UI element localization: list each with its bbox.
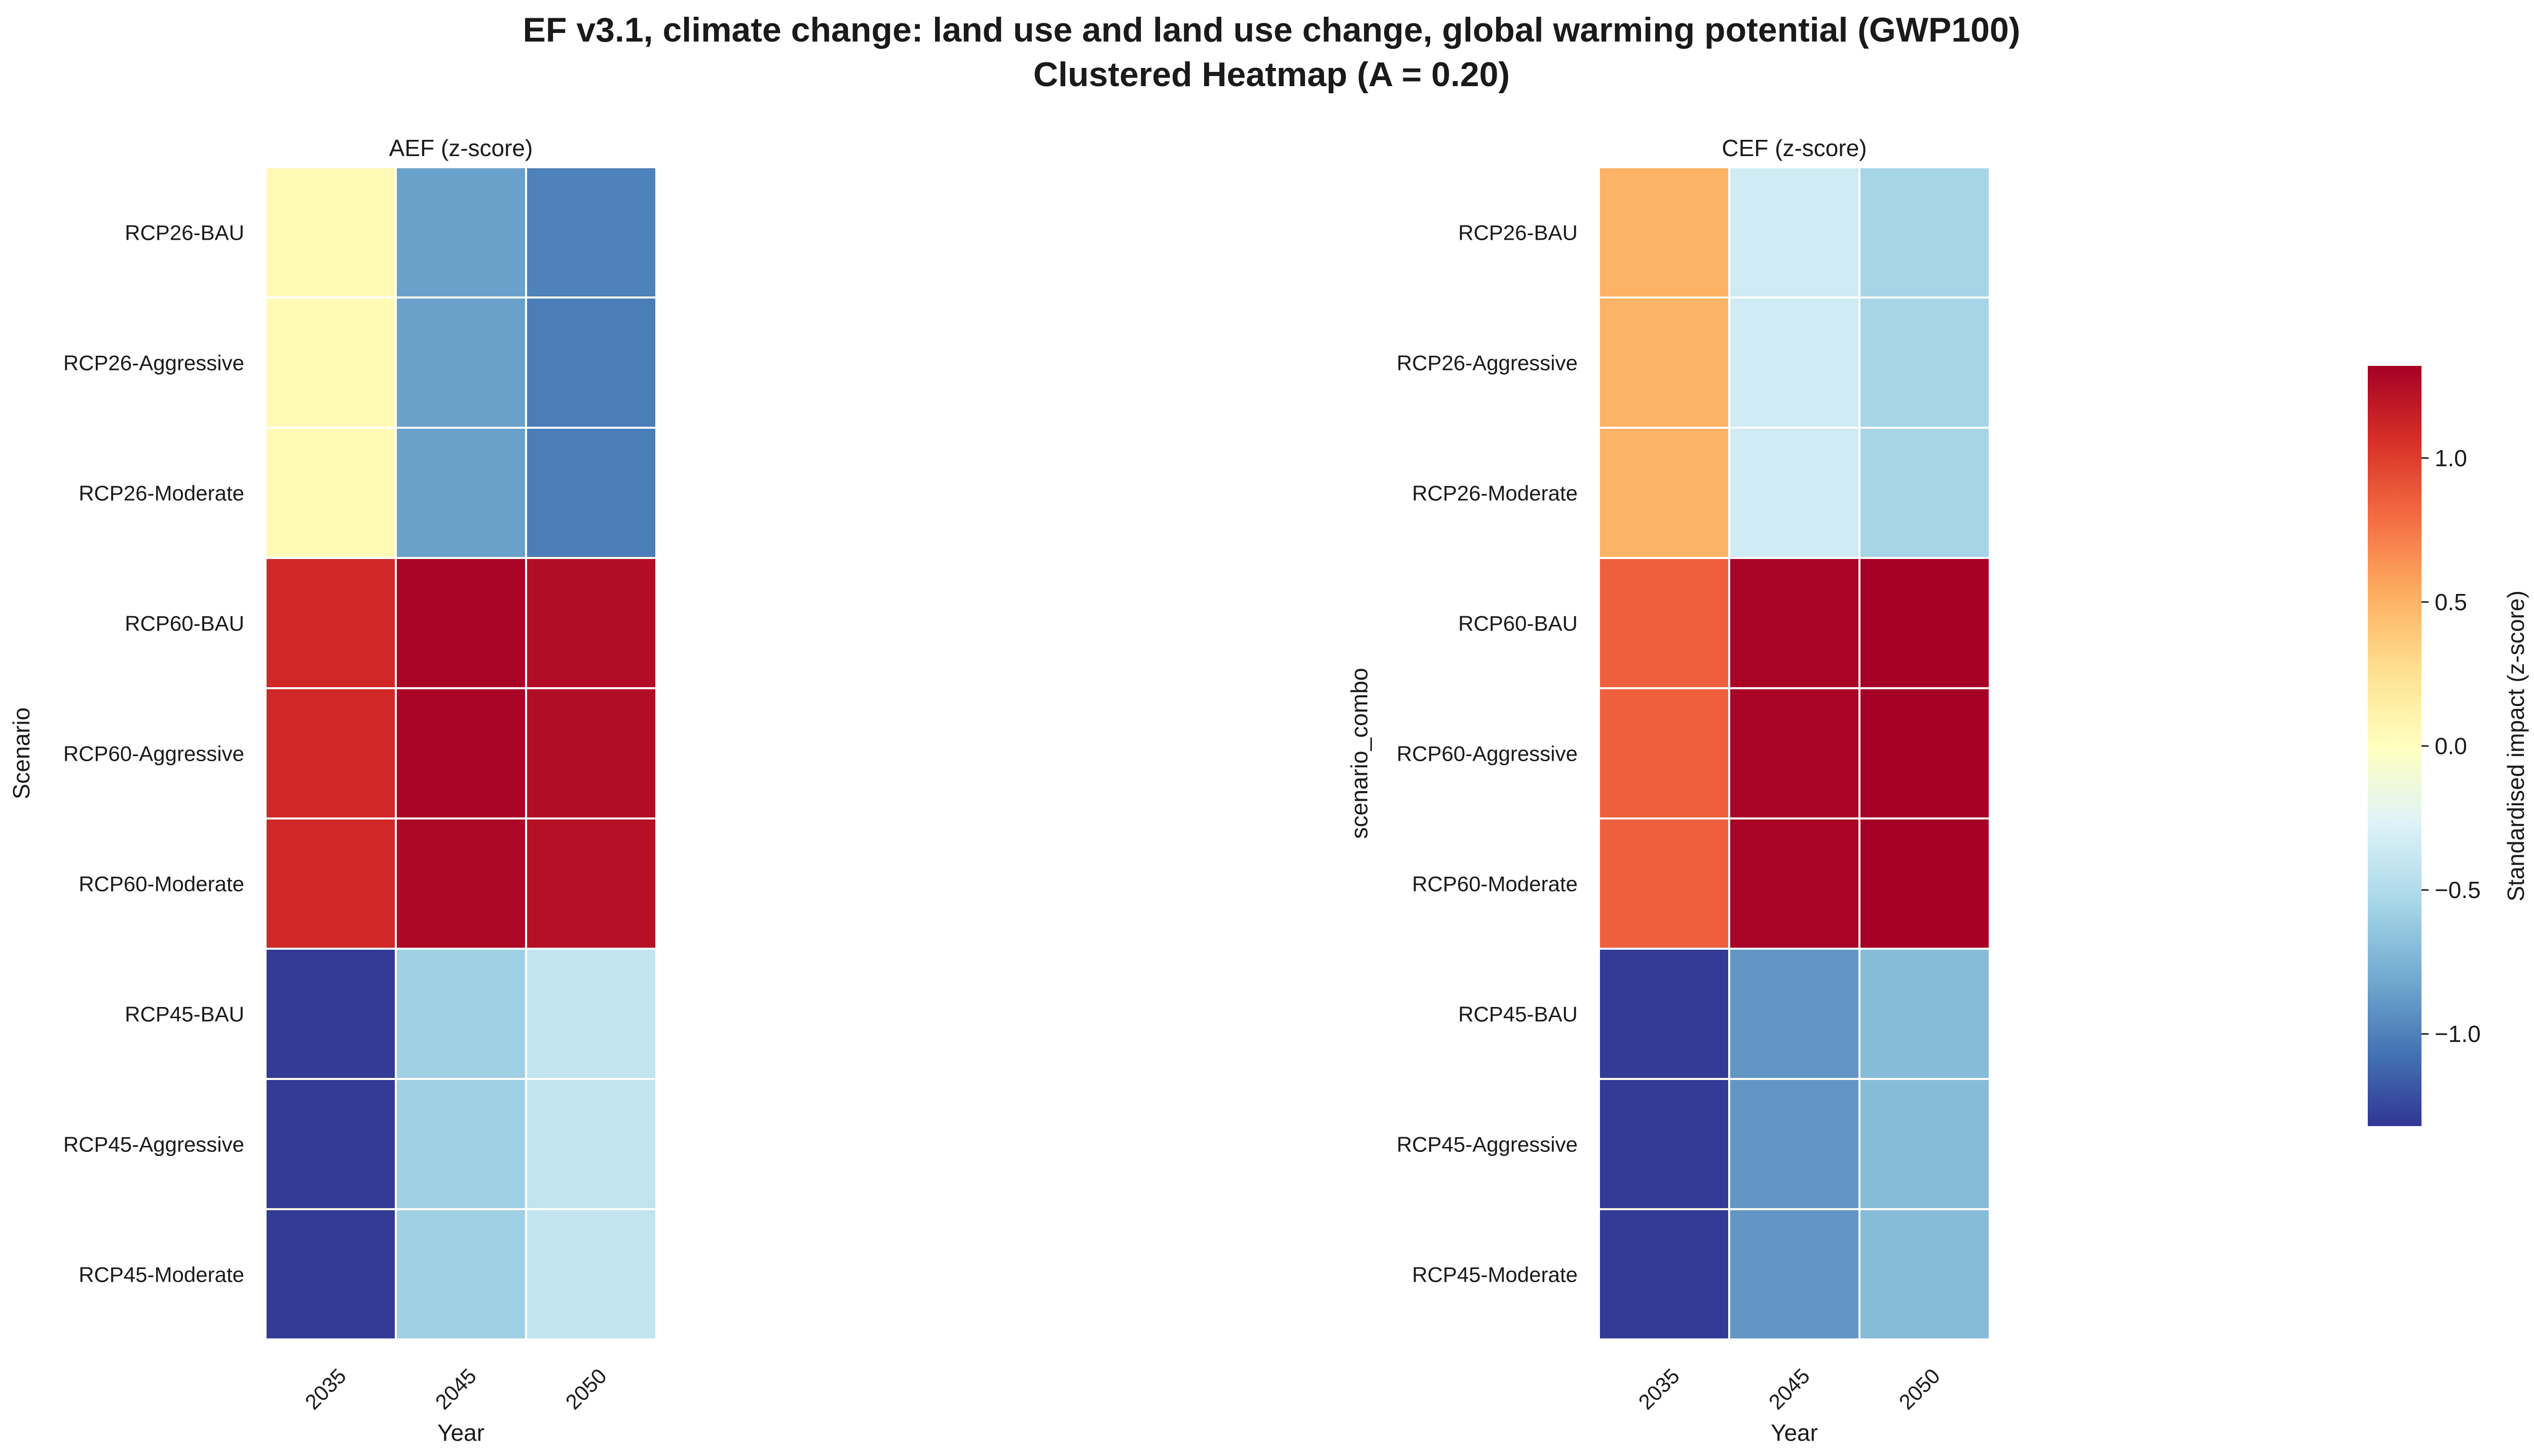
heatmap-cell bbox=[1858, 948, 1991, 1080]
heatmap-cell bbox=[395, 427, 527, 559]
heatmap-cell bbox=[395, 817, 527, 950]
heatmap-cell bbox=[1728, 296, 1860, 429]
heatmap-cell bbox=[1598, 296, 1730, 429]
heatmap-cell bbox=[265, 427, 397, 559]
row-label: RCP60-Aggressive bbox=[1397, 742, 1578, 766]
heatmap-aef: AEF (z-score) RCP26-BAU RCP26-Aggressive RC… bbox=[8, 135, 657, 1446]
heatmap-cell bbox=[395, 557, 527, 689]
heatmap-cell bbox=[1858, 296, 1991, 429]
heatmap-cell bbox=[525, 557, 657, 689]
heatmap-cell bbox=[1598, 427, 1730, 559]
x-axis-label: Year bbox=[437, 1420, 485, 1446]
heatmap-cell bbox=[265, 166, 397, 298]
column-tick-label: 2050 bbox=[1894, 1364, 1945, 1414]
heatmap-cell bbox=[1858, 427, 1991, 559]
y-axis-label: scenario_combo bbox=[1346, 668, 1372, 839]
heatmap-cell bbox=[1728, 557, 1860, 689]
row-label: RCP45-Aggressive bbox=[1397, 1133, 1578, 1156]
heatmap-cef: CEF (z-score) RCP26-BAU RCP26-Aggressive RC… bbox=[1346, 135, 1991, 1446]
heatmap-cell bbox=[265, 1078, 397, 1210]
column-tick-label: 2050 bbox=[561, 1364, 611, 1414]
row-label: RCP26-BAU bbox=[1458, 221, 1578, 245]
heatmap-cell bbox=[525, 296, 657, 429]
row-label: RCP45-Moderate bbox=[1412, 1263, 1578, 1287]
heatmap-cell bbox=[1598, 1078, 1730, 1210]
heatmap-cell bbox=[1598, 948, 1730, 1080]
heatmap-cell bbox=[395, 296, 527, 429]
heatmap-cell bbox=[1598, 687, 1730, 819]
heatmap-cell bbox=[525, 427, 657, 559]
colorbar: 1.0 0.5 0.0 −0.5 −1.0 Standardised impact (z… bbox=[2368, 366, 2529, 1126]
row-label: RCP45-BAU bbox=[125, 1002, 244, 1026]
heatmap-cell bbox=[395, 166, 527, 298]
heatmap-cell bbox=[1728, 427, 1860, 559]
heatmap-cell bbox=[265, 817, 397, 950]
colorbar-tick-label: 1.0 bbox=[2435, 445, 2467, 471]
panel-title: AEF (z-score) bbox=[389, 135, 533, 161]
heatmap-cell bbox=[395, 687, 527, 819]
colorbar-label: Standardised impact (z-score) bbox=[2503, 590, 2529, 902]
row-label: RCP26-Aggressive bbox=[1397, 351, 1578, 375]
heatmap-cell bbox=[525, 948, 657, 1080]
heatmap-cell bbox=[525, 1078, 657, 1210]
row-label: RCP60-Aggressive bbox=[63, 742, 244, 766]
heatmap-cell bbox=[1728, 1208, 1860, 1340]
heatmap-cell bbox=[1858, 817, 1991, 950]
row-label: RCP26-Moderate bbox=[1412, 481, 1578, 505]
colorbar-ticks: 1.0 0.5 0.0 −0.5 −1.0 bbox=[2421, 445, 2481, 1047]
colorbar-gradient bbox=[2368, 366, 2421, 1126]
heatmap-cell bbox=[1598, 166, 1730, 298]
heatmap-cell bbox=[265, 948, 397, 1080]
heatmap-cell bbox=[1858, 687, 1991, 819]
heatmap-cell bbox=[1598, 557, 1730, 689]
figure-title: EF v3.1, climate change: land use and la… bbox=[523, 11, 2021, 49]
heatmap-cell bbox=[395, 948, 527, 1080]
column-tick-label: 2045 bbox=[1764, 1364, 1814, 1414]
row-label: RCP60-BAU bbox=[125, 612, 244, 636]
y-axis-label: Scenario bbox=[8, 707, 34, 800]
row-label: RCP45-Moderate bbox=[79, 1263, 244, 1287]
row-label: RCP26-Moderate bbox=[79, 481, 244, 505]
heatmap-cell bbox=[265, 557, 397, 689]
row-label: RCP60-BAU bbox=[1458, 612, 1578, 636]
row-label: RCP45-Aggressive bbox=[63, 1133, 244, 1156]
colorbar-tick-label: 0.0 bbox=[2435, 733, 2467, 759]
heatmap-cell bbox=[1858, 1078, 1991, 1210]
heatmap-cell bbox=[525, 817, 657, 950]
heatmap-cell bbox=[525, 1208, 657, 1340]
colorbar-tick-label: −0.5 bbox=[2435, 877, 2481, 903]
heatmap-cell bbox=[1598, 1208, 1730, 1340]
row-label: RCP26-BAU bbox=[125, 221, 244, 245]
heatmap-cell bbox=[265, 1208, 397, 1340]
panel-title: CEF (z-score) bbox=[1722, 135, 1867, 161]
heatmap-cell bbox=[1598, 817, 1730, 950]
heatmap-cell bbox=[1728, 166, 1860, 298]
heatmap-cell bbox=[1728, 687, 1860, 819]
heatmap-cell bbox=[1728, 817, 1860, 950]
column-tick-label: 2035 bbox=[1634, 1364, 1684, 1414]
heatmap-cell bbox=[1728, 1078, 1860, 1210]
column-tick-label: 2045 bbox=[431, 1364, 481, 1414]
figure-subtitle: Clustered Heatmap (A = 0.20) bbox=[1033, 55, 1510, 94]
heatmap-cell bbox=[395, 1208, 527, 1340]
row-label: RCP26-Aggressive bbox=[63, 351, 244, 375]
colorbar-tick-label: 0.5 bbox=[2435, 589, 2467, 615]
row-label: RCP60-Moderate bbox=[79, 872, 244, 896]
row-label: RCP45-BAU bbox=[1458, 1002, 1578, 1026]
heatmap-cell bbox=[1858, 166, 1991, 298]
heatmap-cell bbox=[265, 687, 397, 819]
heatmap-cell bbox=[1728, 948, 1860, 1080]
colorbar-tick-label: −1.0 bbox=[2435, 1021, 2481, 1047]
column-tick-label: 2035 bbox=[301, 1364, 351, 1414]
heatmap-cell bbox=[395, 1078, 527, 1210]
x-axis-label: Year bbox=[1771, 1420, 1818, 1446]
row-label: RCP60-Moderate bbox=[1412, 872, 1578, 896]
heatmap-cell bbox=[1858, 1208, 1991, 1340]
heatmap-cell bbox=[525, 687, 657, 819]
heatmap-cell bbox=[1858, 557, 1991, 689]
heatmap-cell bbox=[265, 296, 397, 429]
heatmap-cell bbox=[525, 166, 657, 298]
